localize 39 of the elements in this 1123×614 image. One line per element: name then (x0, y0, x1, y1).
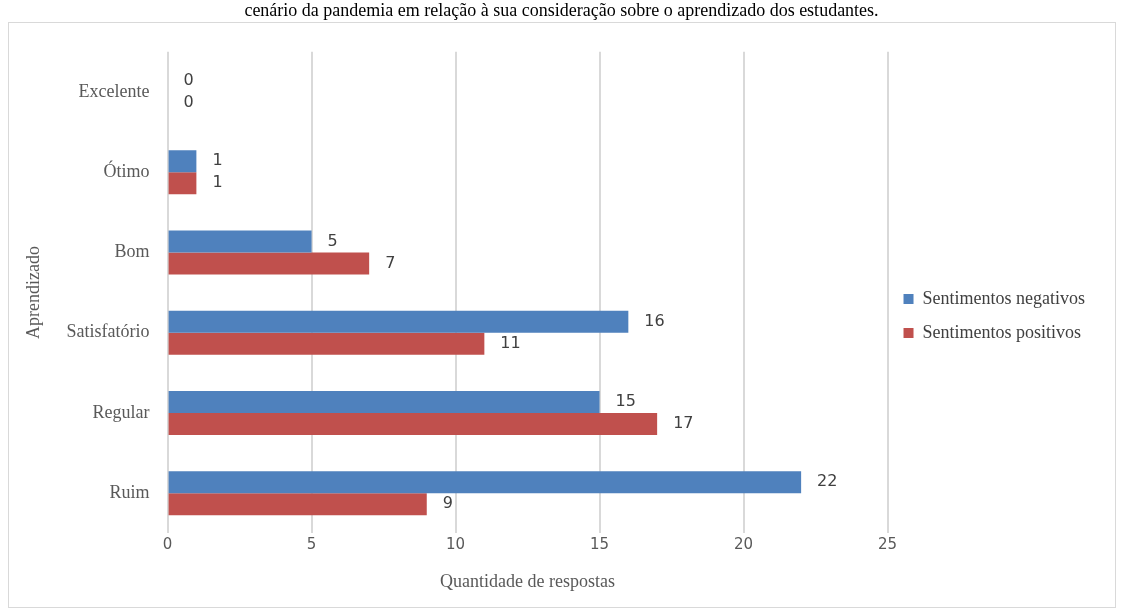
data-label: 16 (644, 310, 665, 330)
bar (168, 230, 312, 253)
legend-label: Sentimentos positivos (922, 321, 1082, 342)
data-label: 5 (327, 230, 338, 250)
x-tick-label: 5 (306, 535, 317, 554)
bar (168, 471, 802, 494)
y-axis-title: Aprendizado (22, 246, 43, 340)
data-label: 1 (212, 150, 223, 170)
bar (168, 310, 629, 333)
chart-title: cenário da pandemia em relação à sua consideração sobre o aprendizado dos estudantes. (243, 0, 880, 21)
x-tick-label: 20 (733, 535, 754, 554)
data-label: 1 (212, 172, 223, 192)
y-tick-label: Regular (92, 401, 150, 422)
x-tick-label: 25 (877, 535, 898, 554)
data-label: 0 (183, 92, 194, 112)
x-axis-title: Quantidade de respostas (440, 570, 616, 591)
x-tick-label: 0 (162, 535, 173, 554)
y-tick-label: Satisfatório (66, 321, 150, 342)
data-label: 7 (385, 252, 396, 272)
bar (168, 172, 197, 195)
bar (168, 332, 485, 355)
bar (168, 150, 197, 173)
data-label: 11 (500, 332, 521, 352)
bar (168, 390, 600, 413)
y-tick-label: Ruim (109, 482, 150, 502)
data-label: 15 (615, 391, 636, 411)
y-tick-label: Excelente (78, 80, 150, 101)
bar (168, 493, 427, 516)
bar (168, 252, 370, 275)
data-label: 9 (442, 493, 453, 513)
x-tick-label: 15 (590, 535, 610, 554)
data-label: 0 (183, 70, 194, 90)
data-label: 17 (673, 413, 694, 433)
y-tick-label: Ótimo (103, 159, 150, 181)
x-tick-label: 10 (446, 535, 466, 554)
bar (168, 413, 658, 436)
data-label: 22 (817, 471, 838, 491)
legend-label: Sentimentos negativos (922, 287, 1085, 308)
y-tick-label: Bom (114, 241, 150, 262)
